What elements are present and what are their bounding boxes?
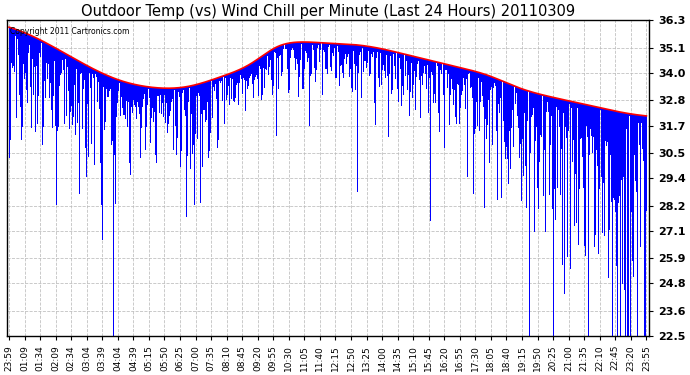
Text: Copyright 2011 Cartronics.com: Copyright 2011 Cartronics.com [10, 27, 130, 36]
Title: Outdoor Temp (vs) Wind Chill per Minute (Last 24 Hours) 20110309: Outdoor Temp (vs) Wind Chill per Minute … [81, 4, 575, 19]
